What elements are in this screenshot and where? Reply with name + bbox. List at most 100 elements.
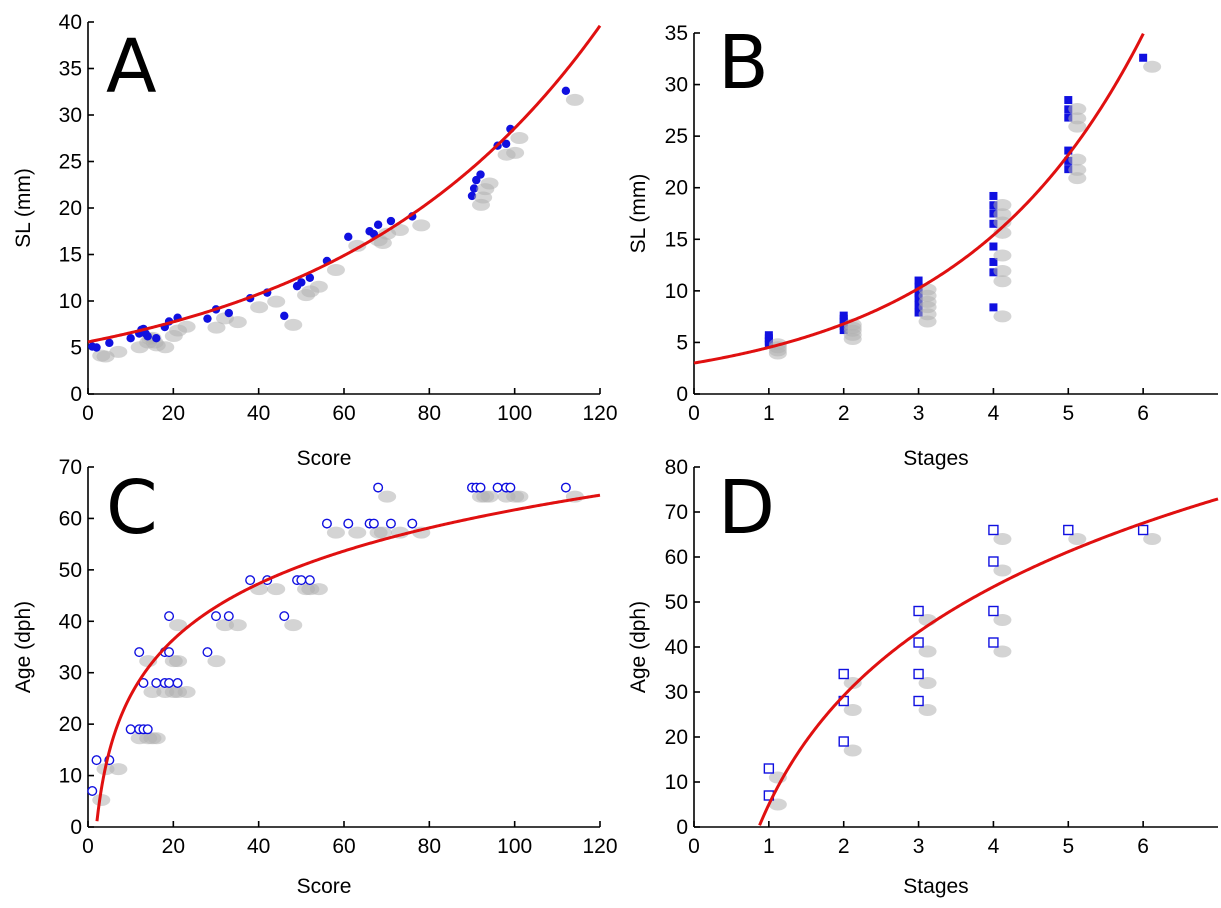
data-point (297, 278, 306, 287)
marker-shadow (1068, 172, 1087, 185)
x-tick-label: 40 (247, 835, 270, 858)
data-point (989, 303, 998, 312)
data-point (87, 786, 98, 797)
marker-shadow (207, 321, 226, 334)
y-tick-label: 0 (70, 816, 82, 839)
data-point (839, 321, 848, 330)
y-tick-label: 10 (665, 280, 688, 303)
y-tick-label: 25 (665, 125, 688, 148)
data-point (305, 273, 315, 282)
marker-shadow (1068, 533, 1087, 545)
data-point (164, 611, 175, 622)
data-point (838, 736, 849, 747)
marker-shadow (309, 583, 328, 596)
data-point (1137, 524, 1149, 536)
data-point (914, 288, 923, 297)
x-tick-label: 2 (838, 835, 850, 858)
x-tick-label: 120 (582, 835, 617, 858)
data-point (105, 338, 114, 348)
y-tick-label: 40 (59, 610, 82, 633)
marker-shadow (92, 794, 111, 806)
y-tick-label: 40 (59, 11, 82, 34)
y-tick-label: 0 (70, 383, 82, 406)
marker-shadow (1068, 112, 1087, 125)
data-point (492, 482, 503, 493)
marker-shadow (918, 704, 937, 716)
chart-panel-a: A 0 20 40 60 80 100 120 0 5 10 15 20 25 30 35 40 Score SL … (12, 11, 618, 470)
y-tick-label: 15 (665, 228, 688, 251)
marker-shadow (918, 677, 937, 689)
y-tick-label: 50 (665, 591, 688, 614)
marker-shadow (284, 318, 303, 331)
data-point (386, 216, 396, 226)
x-tick-label: 4 (988, 835, 1000, 858)
x-tick-label: 80 (418, 402, 441, 425)
marker-shadow (267, 295, 286, 308)
x-tick-label: 6 (1137, 402, 1149, 425)
marker-shadow (143, 686, 162, 698)
marker-shadow (510, 131, 529, 144)
data-point (505, 482, 516, 493)
data-point (1063, 524, 1074, 536)
x-tick-label: 0 (82, 835, 94, 858)
data-point (989, 201, 998, 210)
data-point (280, 311, 289, 321)
data-point (202, 647, 213, 658)
marker-shadow (228, 316, 247, 329)
data-point (134, 647, 145, 658)
y-axis-title: SL (mm) (627, 174, 650, 254)
data-point (561, 86, 571, 96)
data-point (304, 575, 315, 586)
fit-curve (758, 497, 1219, 826)
y-tick-label: 30 (59, 104, 82, 127)
marker-shadow (348, 239, 367, 252)
x-axis-title: Score (297, 447, 352, 470)
marker-shadow (918, 645, 937, 658)
data-point (125, 724, 136, 735)
marker-shadow (378, 490, 397, 503)
data-point (989, 219, 998, 228)
marker-shadow (480, 490, 499, 503)
data-point (914, 294, 923, 303)
marker-shadow (565, 93, 584, 106)
y-tick-label: 10 (59, 290, 82, 313)
x-tick-label: 1 (763, 835, 775, 858)
marker-shadow (228, 619, 247, 632)
data-point (914, 308, 923, 317)
data-point (373, 482, 384, 493)
data-point (407, 518, 418, 529)
data-point (913, 695, 924, 707)
chart-panel-b: B 0 1 2 3 4 5 6 0 5 10 15 20 25 30 35 Stages SL (mm) (627, 20, 1218, 470)
marker-shadow (177, 686, 196, 698)
data-point (988, 524, 999, 536)
data-point (988, 637, 999, 648)
x-tick-label: 20 (162, 835, 185, 858)
marker-shadow (1068, 103, 1087, 116)
y-tick-label: 20 (59, 197, 82, 220)
x-tick-label: 4 (988, 402, 1000, 425)
marker-shadow (510, 490, 529, 503)
x-axis-title: Stages (903, 875, 968, 898)
chart-panel-c: C 0 20 40 60 80 100 120 0 10 20 30 40 50 60 70 Score Age … (12, 456, 618, 898)
marker-shadow (147, 732, 166, 745)
marker-shadow (993, 533, 1012, 545)
data-point (203, 314, 212, 323)
y-tick-label: 0 (676, 816, 688, 839)
data-point (839, 311, 848, 320)
marker-shadow (1068, 153, 1087, 166)
marker-shadow (506, 146, 525, 159)
data-point (368, 518, 379, 529)
marker-shadow (993, 275, 1012, 288)
y-tick-label: 80 (665, 456, 688, 479)
data-point (1064, 165, 1073, 174)
marker-shadow (169, 655, 188, 668)
y-tick-label: 25 (59, 151, 82, 174)
y-tick-label: 20 (665, 177, 688, 200)
y-axis-title: SL (mm) (12, 168, 35, 248)
marker-shadow (373, 237, 392, 250)
y-tick-label: 5 (70, 337, 82, 360)
marker-shadow (1068, 120, 1087, 133)
panel-letter-c: C (106, 465, 158, 551)
data-point (839, 326, 848, 335)
